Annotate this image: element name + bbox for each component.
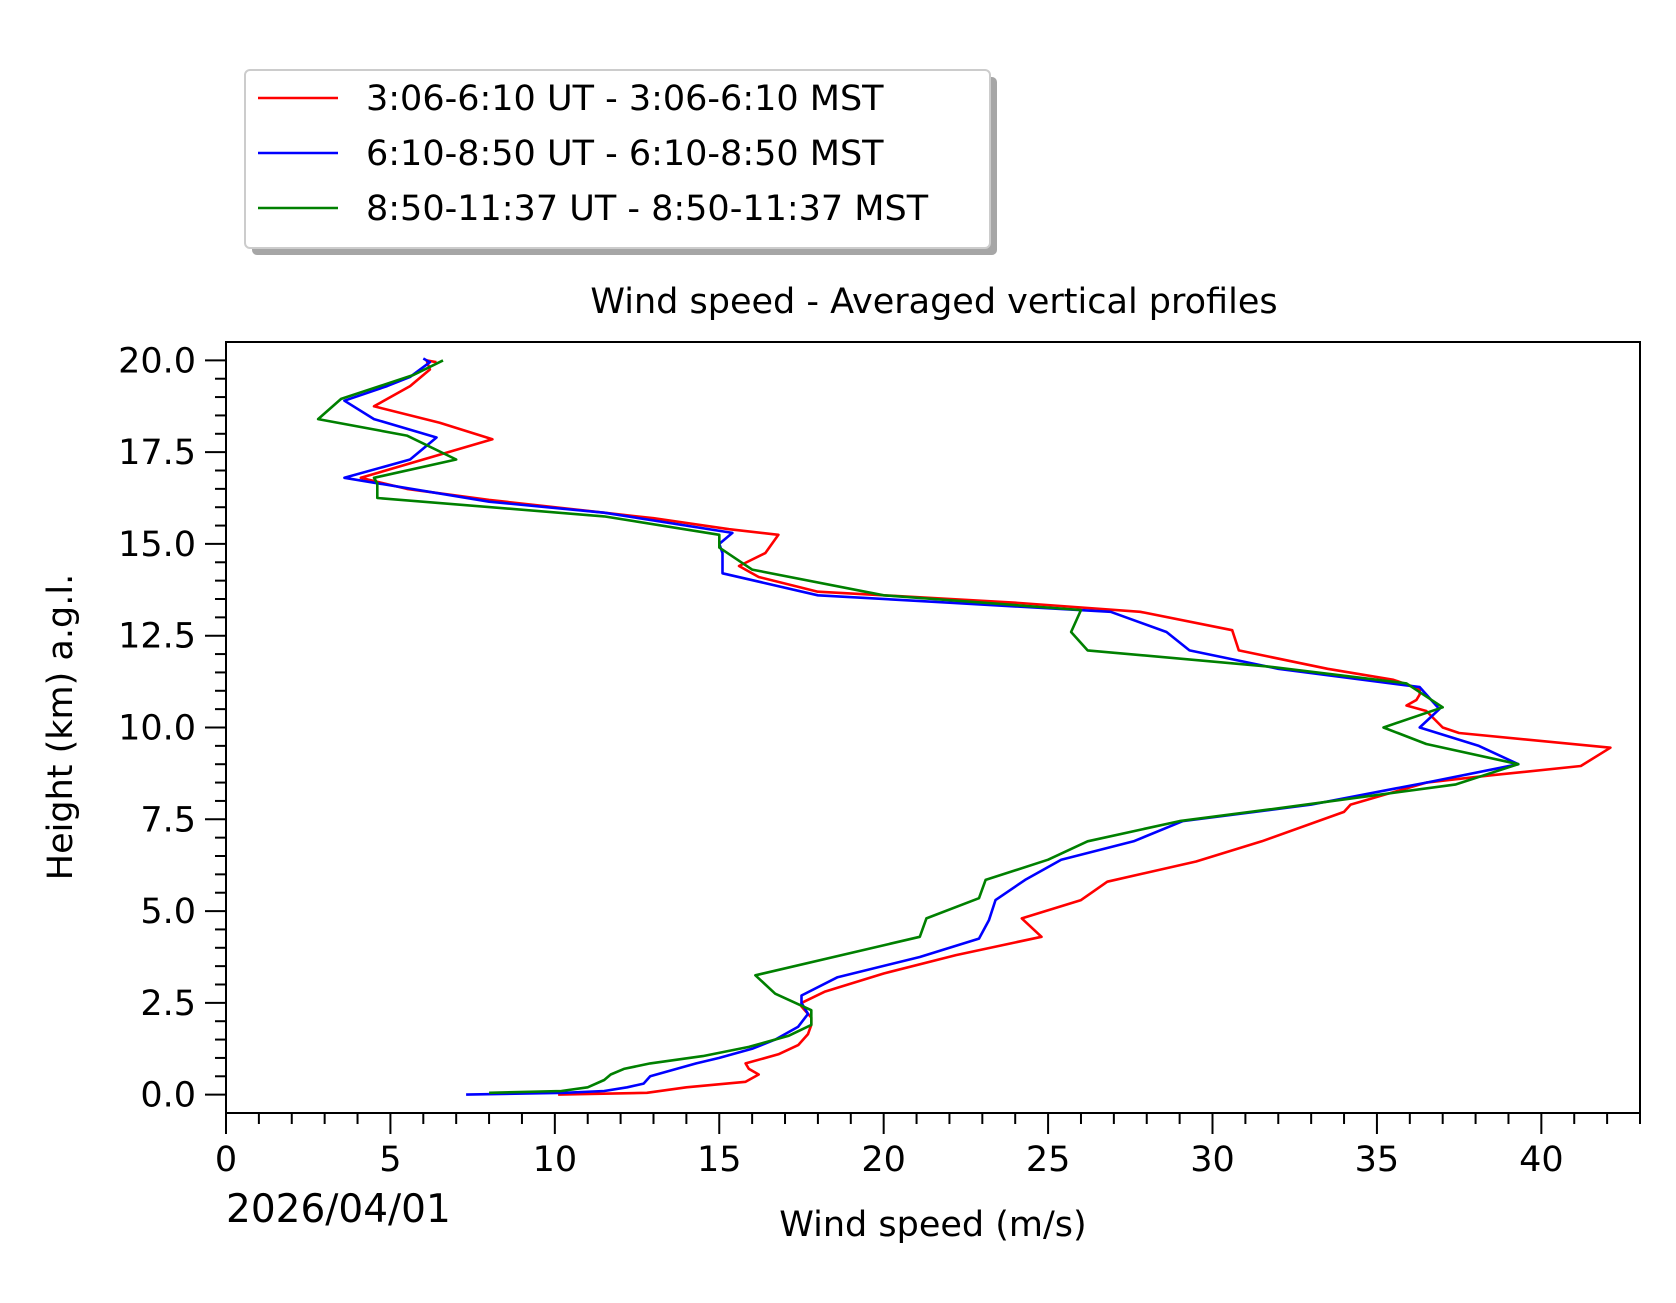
legend-label-2: 6:10-8:50 UT - 6:10-8:50 MST <box>366 134 884 174</box>
y-tick-label: 0.0 <box>140 1076 196 1116</box>
y-tick-label: 17.5 <box>118 433 196 473</box>
y-tick-label: 2.5 <box>140 984 196 1024</box>
y-tick-label: 15.0 <box>118 525 196 565</box>
y-tick-label: 12.5 <box>118 617 196 657</box>
x-tick-label: 15 <box>697 1140 742 1180</box>
x-tick-label: 10 <box>533 1140 578 1180</box>
x-tick-label: 40 <box>1519 1140 1564 1180</box>
x-tick-label: 35 <box>1355 1140 1400 1180</box>
legend: 3:06-6:10 UT - 3:06-6:10 MST 6:10-8:50 UT… <box>244 69 997 255</box>
y-tick-label: 7.5 <box>140 800 196 840</box>
x-axis: 0 5 10 15 20 25 30 35 40 <box>215 1113 1641 1180</box>
x-tick-label: 25 <box>1026 1140 1071 1180</box>
y-axis-label: Height (km) a.g.l. <box>41 574 81 880</box>
y-tick-label: 10.0 <box>118 709 196 749</box>
legend-items: 3:06-6:10 UT - 3:06-6:10 MST 6:10-8:50 UT… <box>258 79 929 229</box>
chart-title: Wind speed - Averaged vertical profiles <box>590 282 1277 322</box>
date-label: 2026/04/01 <box>226 1187 451 1232</box>
y-tick-label: 20.0 <box>118 341 196 381</box>
legend-label-3: 8:50-11:37 UT - 8:50-11:37 MST <box>366 189 929 229</box>
x-tick-label: 30 <box>1190 1140 1235 1180</box>
legend-label-1: 3:06-6:10 UT - 3:06-6:10 MST <box>366 79 884 119</box>
y-axis: 0.0 2.5 5.0 7.5 10.0 12.5 15.0 17.5 20.0 <box>118 341 226 1116</box>
y-tick-label: 5.0 <box>140 892 196 932</box>
series-line-2 <box>343 357 1520 1096</box>
series-line-3 <box>316 359 1520 1095</box>
x-tick-label: 20 <box>861 1140 906 1180</box>
x-axis-label: Wind speed (m/s) <box>779 1205 1086 1245</box>
x-tick-label: 0 <box>215 1140 237 1180</box>
series-group <box>316 357 1612 1096</box>
x-tick-label: 5 <box>379 1140 401 1180</box>
legend-box <box>244 69 991 249</box>
plot-area <box>225 341 1641 1114</box>
